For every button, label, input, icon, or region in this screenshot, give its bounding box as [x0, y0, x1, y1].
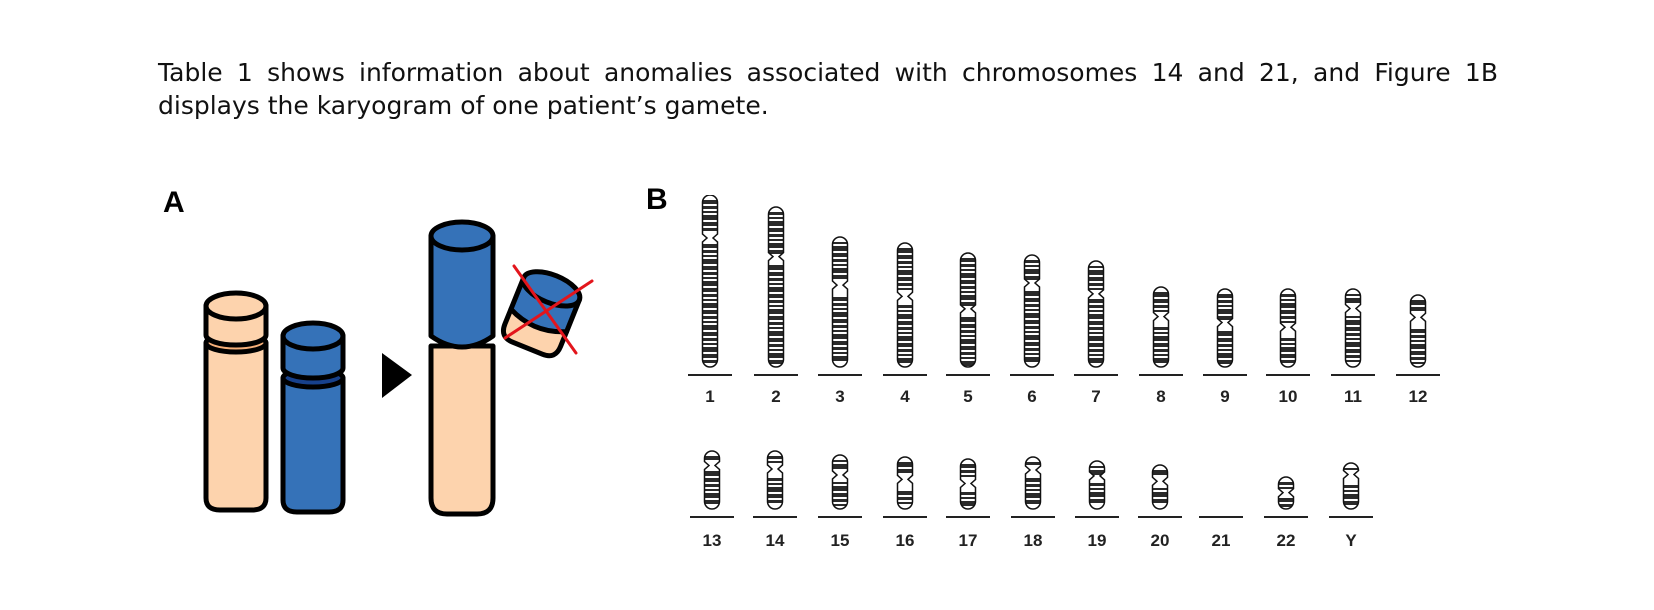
chromosome — [896, 456, 914, 510]
chromosome-label: 8 — [1156, 387, 1165, 406]
chromosome — [959, 252, 977, 368]
chromosome — [831, 236, 849, 368]
cross-out-icon — [503, 264, 594, 355]
chromosome-label: 14 — [766, 531, 785, 550]
chromosome-label: 1 — [705, 387, 714, 406]
arrow-right-icon — [382, 353, 412, 398]
chromosome — [831, 454, 849, 510]
chromosome — [1088, 460, 1106, 510]
chromosome-label: 6 — [1027, 387, 1036, 406]
fused-chromosome — [428, 219, 496, 517]
chromosome-label: 12 — [1409, 387, 1428, 406]
chromosome — [1087, 260, 1105, 368]
chromosome-label: 21 — [1212, 531, 1231, 550]
chromosome — [959, 458, 977, 510]
chromosome — [701, 195, 719, 368]
chromosome-label: 9 — [1220, 387, 1229, 406]
karyogram-row-2: 13 14 15 16 17 18 19 20 21 22 Y — [690, 450, 1373, 550]
chromosome-label: 20 — [1151, 531, 1170, 550]
chromosome-label: 3 — [835, 387, 844, 406]
chromosome — [1152, 286, 1170, 368]
chromosome — [766, 450, 784, 510]
chromosome — [1151, 464, 1169, 510]
chromosome-label: 22 — [1277, 531, 1296, 550]
chromosome-label: Y — [1345, 531, 1357, 550]
karyogram: 1 2 3 4 5 6 7 8 9 10 11 12 13 14 15 16 17 18 19 20 21 22 Y — [688, 195, 1440, 550]
karyogram-row-1: 1 2 3 4 5 6 7 8 9 10 11 12 — [688, 195, 1440, 406]
chromosome-label: 19 — [1088, 531, 1107, 550]
panel-b-label: B — [646, 183, 668, 216]
chromosome — [896, 242, 914, 368]
chromosome-label: 15 — [831, 531, 850, 550]
chromosome-label: 11 — [1344, 387, 1362, 406]
intro-text: Table 1 shows information about anomalie… — [158, 58, 1498, 120]
chromosome-label: 18 — [1024, 531, 1043, 550]
chromosome-label: 7 — [1091, 387, 1100, 406]
chromosome — [1277, 476, 1295, 510]
chromosome — [1023, 254, 1041, 368]
chromosome-label: 2 — [771, 387, 780, 406]
peach-chromosome — [203, 290, 269, 513]
chromosome — [1216, 288, 1234, 368]
chromosome — [767, 206, 785, 368]
panel-a-label: A — [163, 186, 185, 219]
chromosome — [703, 450, 721, 510]
chromosome-label: 5 — [963, 387, 972, 406]
chromosome — [1344, 288, 1362, 368]
chromosome-label: 17 — [959, 531, 978, 550]
lost-fragment — [500, 269, 583, 359]
chromosome-label: 4 — [900, 387, 910, 406]
chromosome — [1024, 456, 1042, 510]
chromosome — [1279, 288, 1297, 368]
chromosome — [1342, 462, 1360, 510]
chromosome-label: 10 — [1279, 387, 1298, 406]
chromosome-label: 13 — [703, 531, 722, 550]
blue-chromosome — [280, 320, 346, 515]
chromosome — [1409, 294, 1427, 368]
chromosome-label: 16 — [896, 531, 915, 550]
translocation-diagram — [203, 219, 594, 517]
